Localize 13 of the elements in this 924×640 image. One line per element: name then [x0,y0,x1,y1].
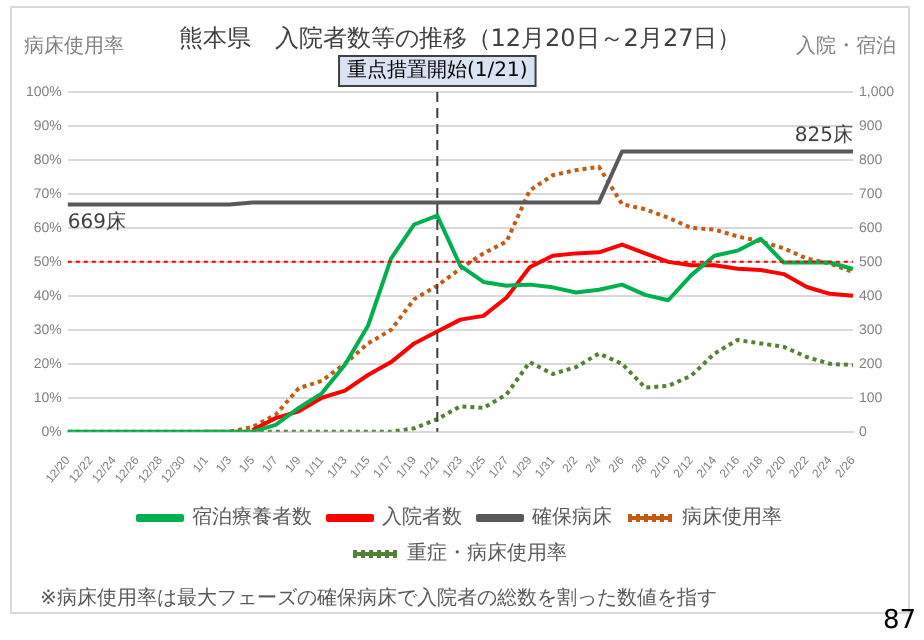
legend-label: 確保病床 [530,505,612,530]
legend-label: 入院者数 [382,505,462,530]
y2-axis-title: 入院・宿泊 [796,33,896,60]
legend-label: 宿泊療養者数 [192,505,312,530]
y-axis-title: 病床使用率 [24,33,124,60]
chart-title: 熊本県 入院者数等の推移（12月20日～2月27日） [178,24,742,52]
legend-label: 病床使用率 [682,505,782,530]
ref-line-label: 重点措置開始(1/21) [347,58,528,83]
legend-label: 重症・病床使用率 [407,541,567,566]
text: 87 [882,606,916,636]
data-label: 825床 [794,122,853,147]
text: ※病床使用率は最大フェーズの確保病床で入院者の総数を割った数値を指す [40,585,717,612]
data-label: 669床 [67,209,126,234]
